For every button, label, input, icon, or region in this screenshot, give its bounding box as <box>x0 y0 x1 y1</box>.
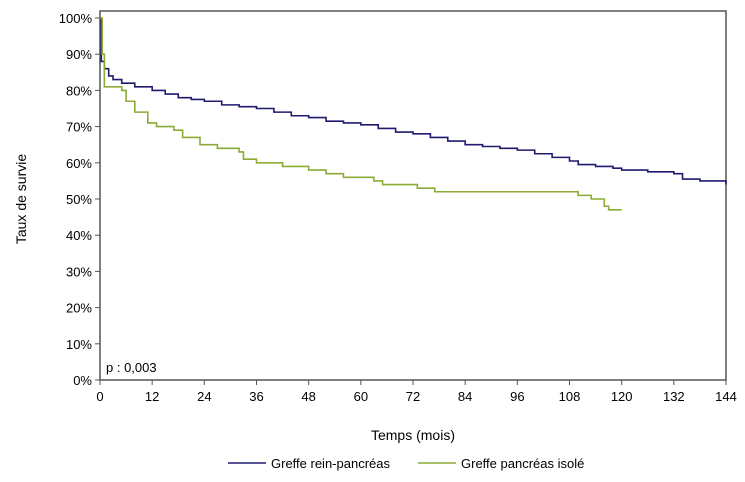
legend-label-pancreas-isole: Greffe pancréas isolé <box>461 456 584 471</box>
y-tick-label: 20% <box>66 301 92 316</box>
y-tick-label: 40% <box>66 228 92 243</box>
x-tick-label: 12 <box>145 389 159 404</box>
axes: 0% 10% 20% 30% 40% 50% 60% 70% 80% 90% 100% 0 12 24 36… <box>59 10 737 404</box>
legend: Greffe rein-pancréas Greffe pancréas iso… <box>228 456 584 471</box>
y-tick-label: 100% <box>59 11 93 26</box>
y-tick-label: 50% <box>66 192 92 207</box>
series-line-0 <box>100 17 727 185</box>
y-tick-label: 70% <box>66 120 92 135</box>
y-tick-label: 0% <box>73 373 92 388</box>
y-tick-label: 90% <box>66 47 92 62</box>
plot-frame <box>99 10 727 381</box>
series-line-1 <box>100 17 622 211</box>
x-tick-label: 0 <box>96 389 103 404</box>
x-tick-label: 60 <box>354 389 368 404</box>
y-tick-label: 30% <box>66 264 92 279</box>
legend-label-rein-pancreas: Greffe rein-pancréas <box>271 456 390 471</box>
x-tick-label: 96 <box>510 389 524 404</box>
y-tick-label: 60% <box>66 156 92 171</box>
x-tick-label: 144 <box>715 389 737 404</box>
y-tick-label: 80% <box>66 83 92 98</box>
x-tick-label: 108 <box>559 389 581 404</box>
x-tick-label: 24 <box>197 389 211 404</box>
y-axis-label: Taux de survie <box>13 154 29 244</box>
x-tick-label: 132 <box>663 389 685 404</box>
x-axis-label: Temps (mois) <box>371 427 455 443</box>
x-tick-label: 84 <box>458 389 472 404</box>
x-tick-label: 36 <box>249 389 263 404</box>
x-tick-label: 72 <box>406 389 420 404</box>
series-group <box>100 17 727 211</box>
p-value-annotation: p : 0,003 <box>106 360 157 375</box>
y-tick-label: 10% <box>66 337 92 352</box>
x-tick-label: 48 <box>301 389 315 404</box>
x-tick-label: 120 <box>611 389 633 404</box>
